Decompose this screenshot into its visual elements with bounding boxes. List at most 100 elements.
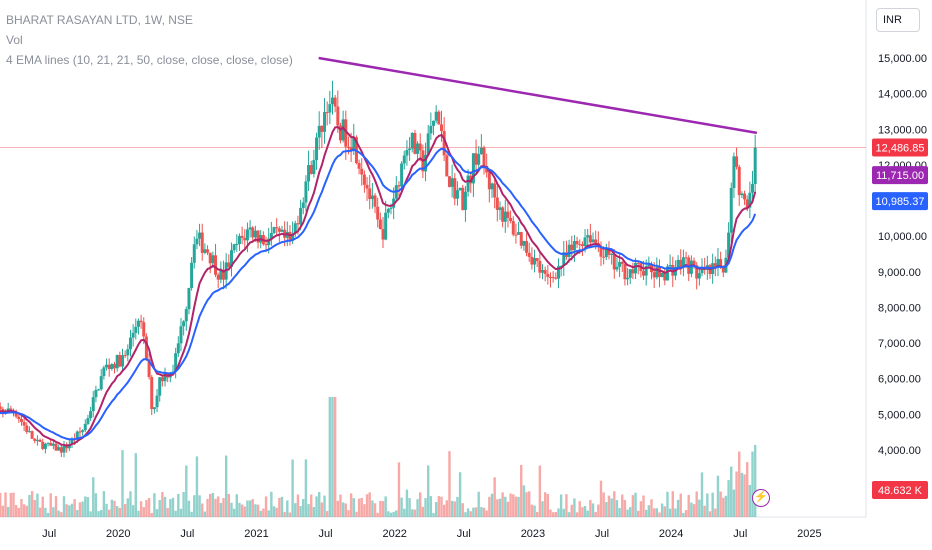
candle-body <box>325 112 329 114</box>
volume-indicator-label[interactable]: Vol <box>6 33 23 47</box>
volume-bar <box>376 512 379 517</box>
volume-bar <box>33 499 36 517</box>
volume-bar <box>445 500 449 517</box>
volume-bar <box>286 500 289 517</box>
candle-body <box>57 447 61 451</box>
volume-bar <box>458 472 462 517</box>
candle-body <box>320 125 324 132</box>
candle-body <box>721 266 725 273</box>
candle-body <box>671 265 675 276</box>
volume-bar <box>248 500 252 517</box>
lightning-icon[interactable]: ⚡ <box>752 489 770 507</box>
volume-bar <box>690 502 693 517</box>
candle-body <box>360 168 364 175</box>
resistance-trendline[interactable] <box>318 56 758 135</box>
ema-line-blue <box>0 147 757 441</box>
volume-bar <box>384 496 387 517</box>
time-tick-label: Jul <box>733 528 747 540</box>
candle-body <box>126 349 130 356</box>
candle-body <box>575 241 579 245</box>
candle-body <box>307 165 311 182</box>
candle-body <box>463 191 467 210</box>
volume-bar <box>730 466 733 517</box>
volume-bar <box>621 494 624 517</box>
candle-body <box>38 439 42 442</box>
volume-bar <box>440 496 443 517</box>
volume-bar <box>581 507 584 517</box>
time-tick-label: Jul <box>180 528 194 540</box>
volume-bar <box>214 498 217 517</box>
symbol-title[interactable]: BHARAT RASAYAN LTD, 1W, NSE <box>6 13 193 27</box>
volume-bar <box>419 492 422 517</box>
candle-body <box>442 131 446 156</box>
volume-bar <box>610 498 613 517</box>
volume-bar <box>169 499 172 517</box>
volume-bar <box>246 500 249 517</box>
price-axis[interactable]: 4,000.00 5,000.00 6,000.00 7,000.00 8,000.00… <box>878 53 927 457</box>
volume-bar <box>312 507 316 517</box>
candle-body <box>413 133 417 154</box>
volume-bar <box>546 493 550 517</box>
candle-body <box>373 195 377 207</box>
volume-bars <box>0 397 757 517</box>
volume-bar <box>586 510 589 517</box>
volume-bar <box>328 397 332 517</box>
volume-bar <box>65 504 68 517</box>
candle-body <box>338 125 342 141</box>
volume-bar <box>753 445 757 517</box>
volume-bar <box>296 494 300 517</box>
volume-bar <box>150 512 153 517</box>
volume-bar <box>706 493 709 517</box>
candle-body <box>62 445 66 453</box>
candle-body <box>466 175 470 192</box>
volume-bar <box>389 512 393 517</box>
currency-button[interactable]: INR <box>876 8 920 32</box>
candle-body <box>291 233 295 241</box>
candle-body <box>235 243 239 245</box>
volume-bar <box>46 512 50 517</box>
volume-bar <box>501 492 504 517</box>
candle-body <box>22 421 26 426</box>
ema-blue-tag: 10,985.37 <box>876 196 925 208</box>
candle-body <box>490 183 494 190</box>
volume-bar <box>137 510 140 517</box>
volume-bar <box>525 492 528 517</box>
volume-bar <box>307 504 310 517</box>
volume-bar <box>493 477 496 517</box>
volume-bar <box>251 499 254 517</box>
volume-bar <box>434 502 438 517</box>
volume-bar <box>339 494 342 517</box>
candle-body <box>447 176 451 187</box>
candle-body <box>697 273 701 279</box>
candle-body <box>695 265 699 279</box>
volume-bar <box>318 492 321 517</box>
volume-bar <box>639 501 643 517</box>
time-axis[interactable]: Jul 2020 Jul 2021 Jul 2022 Jul 2023 Jul 2024 Jul 20… <box>42 528 822 540</box>
candle-body <box>727 232 731 258</box>
volume-bar <box>142 507 145 517</box>
volume-bar <box>323 495 326 517</box>
candle-body <box>378 219 382 230</box>
time-tick-label: 2023 <box>521 528 545 540</box>
volume-bar <box>711 492 714 517</box>
candle-body <box>618 261 622 267</box>
candle-body <box>97 389 101 391</box>
candle-body <box>461 187 465 210</box>
volume-bar <box>490 493 494 517</box>
ema-indicator-label[interactable]: 4 EMA lines (10, 21, 21, 50, close, clos… <box>6 53 293 67</box>
candle-body <box>477 154 481 165</box>
time-tick-label: 2022 <box>382 528 406 540</box>
volume-bar <box>722 497 725 517</box>
candle-body <box>602 256 606 258</box>
volume-bar <box>647 505 651 517</box>
candle-body <box>527 252 531 257</box>
volume-bar <box>671 491 674 517</box>
candle-body <box>211 255 215 264</box>
candle-body <box>105 364 109 368</box>
candle-body <box>91 397 95 412</box>
candle-body <box>439 124 443 132</box>
ema-line-purple <box>0 126 757 447</box>
candle-body <box>692 260 696 266</box>
volume-bar <box>735 471 738 517</box>
